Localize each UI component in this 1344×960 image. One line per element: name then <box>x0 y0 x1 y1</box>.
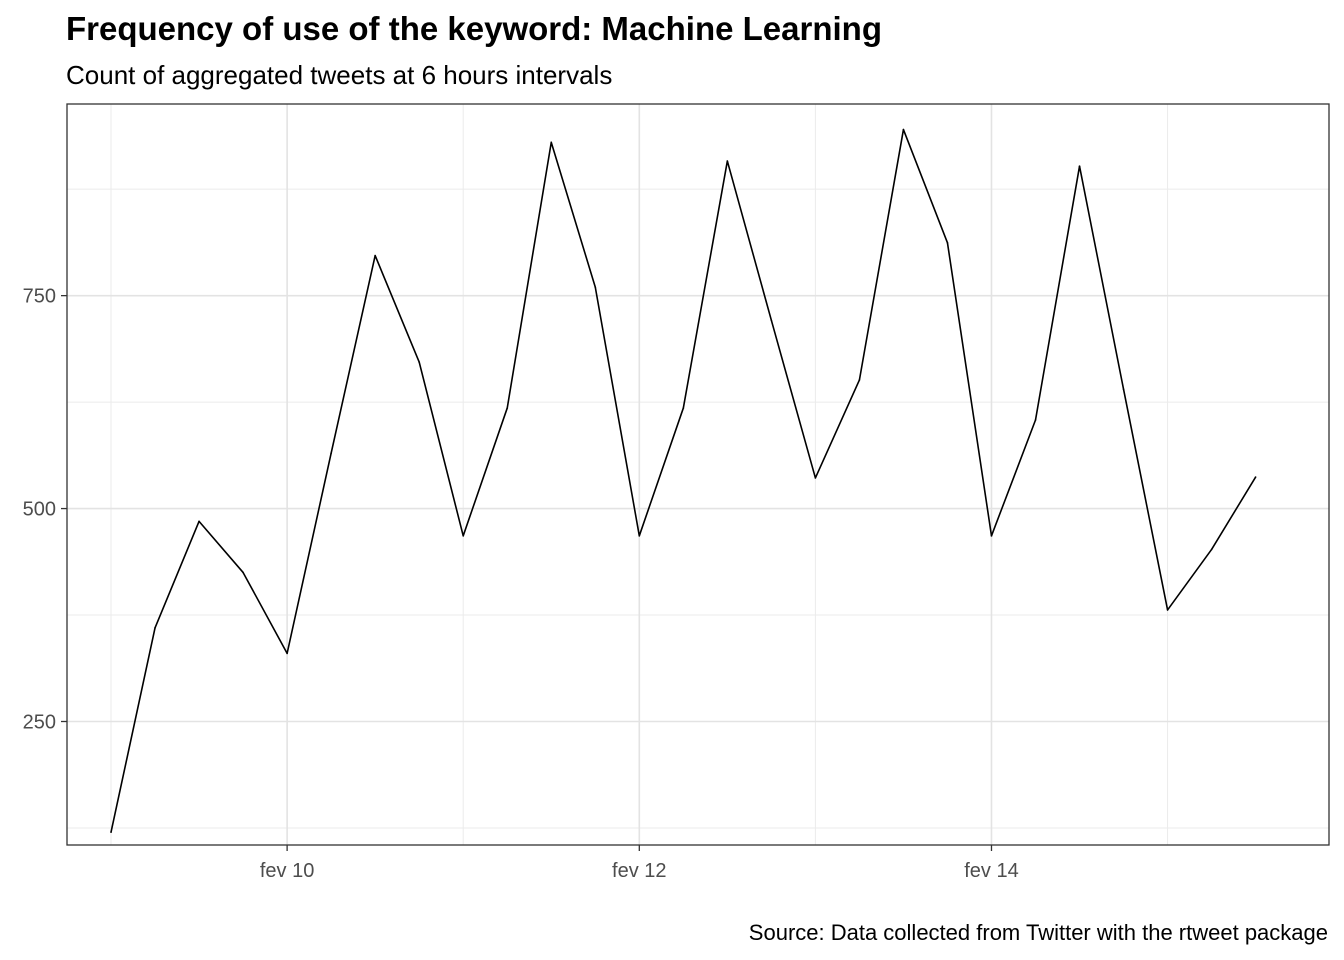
data-point <box>770 319 773 322</box>
data-point <box>990 535 993 537</box>
data-point <box>1122 388 1125 391</box>
y-tick-label: 500 <box>23 499 56 521</box>
x-tick-label: fev 14 <box>964 860 1018 882</box>
data-point <box>638 535 641 537</box>
data-point <box>814 477 817 479</box>
data-point <box>374 254 376 257</box>
data-point <box>682 407 685 409</box>
y-tick-label: 250 <box>23 712 56 734</box>
panel-border <box>66 103 1330 846</box>
data-point <box>154 627 156 629</box>
chart-subtitle: Count of aggregated tweets at 6 hours in… <box>66 60 613 90</box>
major-gridlines <box>67 104 1329 845</box>
y-tick-label: 750 <box>23 286 56 308</box>
data-point <box>198 520 200 523</box>
data-point <box>1078 165 1081 167</box>
data-point <box>462 535 465 537</box>
x-tick-label: fev 12 <box>612 860 666 882</box>
data-point <box>946 242 949 244</box>
data-point <box>1166 609 1169 611</box>
minor-gridlines <box>67 104 1329 845</box>
x-tick-label: fev 10 <box>260 860 314 882</box>
data-point <box>506 407 509 409</box>
data-point <box>418 361 420 363</box>
data-point <box>902 128 905 131</box>
data-point <box>726 160 729 162</box>
series-line <box>110 128 1257 833</box>
chart-caption: Source: Data collected from Twitter with… <box>748 920 1328 945</box>
series-layer <box>110 128 1257 834</box>
data-point <box>1210 548 1213 551</box>
data-point <box>242 571 244 574</box>
data-point <box>858 379 861 381</box>
data-point <box>286 652 288 655</box>
data-point <box>330 452 332 455</box>
chart-title: Frequency of use of the keyword: Machine… <box>66 10 882 47</box>
data-point <box>1254 476 1257 478</box>
axis-ticks: 250 500 750 fev 10 fev 12 fev 14 <box>23 286 1019 882</box>
data-point <box>594 286 597 288</box>
data-point <box>1034 419 1037 421</box>
data-point <box>110 831 112 834</box>
data-point <box>550 141 553 144</box>
